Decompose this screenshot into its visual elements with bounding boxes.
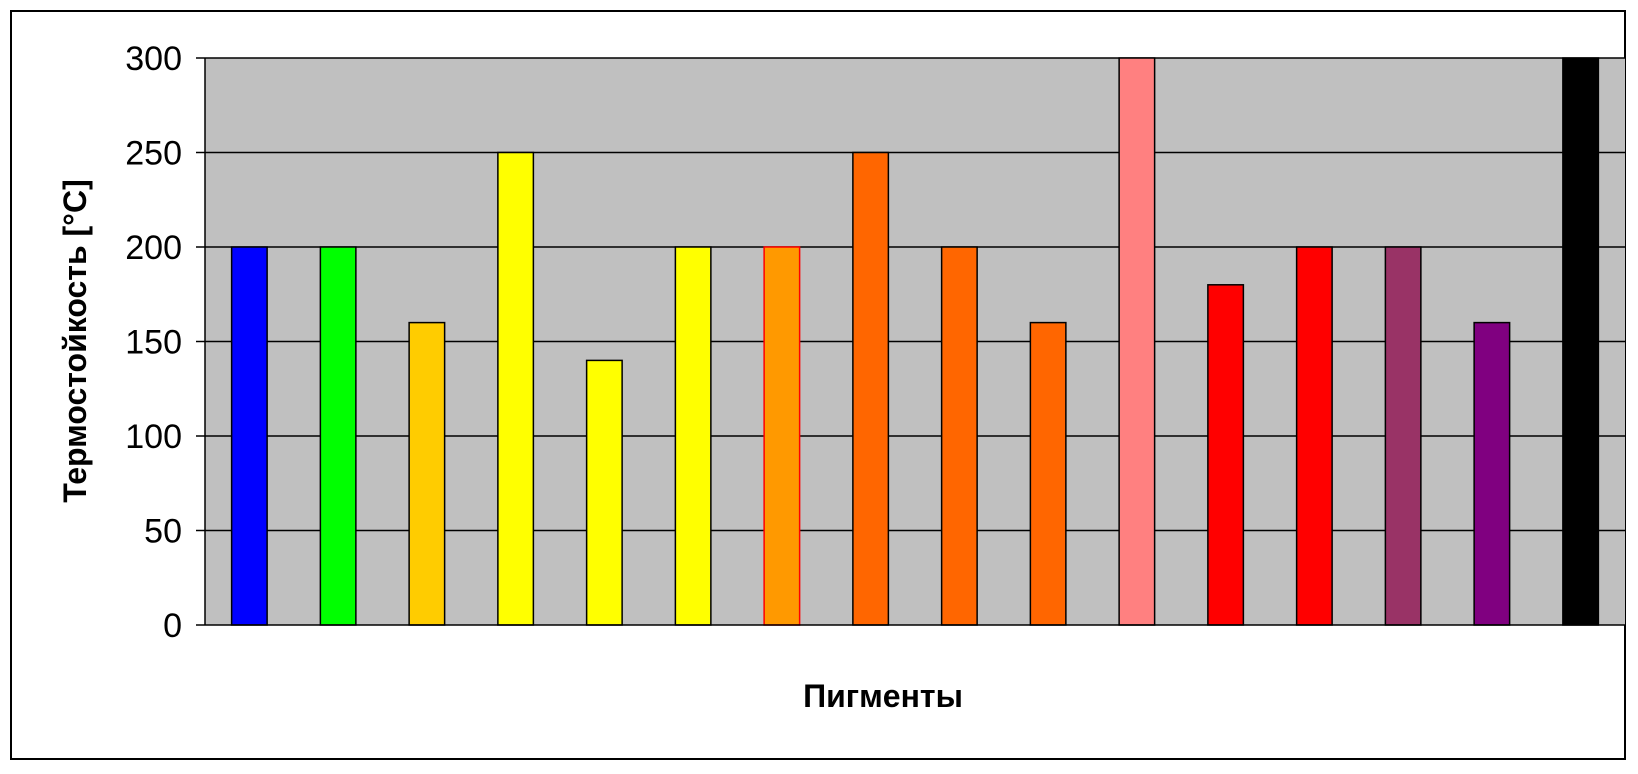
bar [319,246,357,626]
y-axis-title: Термостойкость [°C] [57,179,93,502]
x-axis-title: Пигменты [803,678,963,714]
bar [1473,321,1511,626]
y-tick-label: 50 [144,513,182,551]
y-tick-label: 200 [125,229,182,267]
bar [1562,57,1600,626]
y-tick-label: 300 [125,40,182,78]
y-tick-label: 150 [125,324,182,362]
bar [1295,246,1333,626]
y-tick-label: 250 [125,135,182,173]
y-tick-label: 100 [125,418,182,456]
y-tick-label: 0 [163,607,182,645]
bar [852,151,890,626]
bar [1207,284,1245,626]
bar [585,359,623,626]
bar [1118,57,1156,626]
bar [230,246,268,626]
bar [1384,246,1422,626]
bar [1029,321,1067,626]
bar [674,246,712,626]
bar [763,246,801,626]
bars [230,57,1600,626]
bar [940,246,978,626]
y-tick-labels: 0 50 100 150 200 250 300 [125,40,182,645]
y-axis [196,57,1625,626]
bar [497,151,535,626]
bar [408,321,446,626]
